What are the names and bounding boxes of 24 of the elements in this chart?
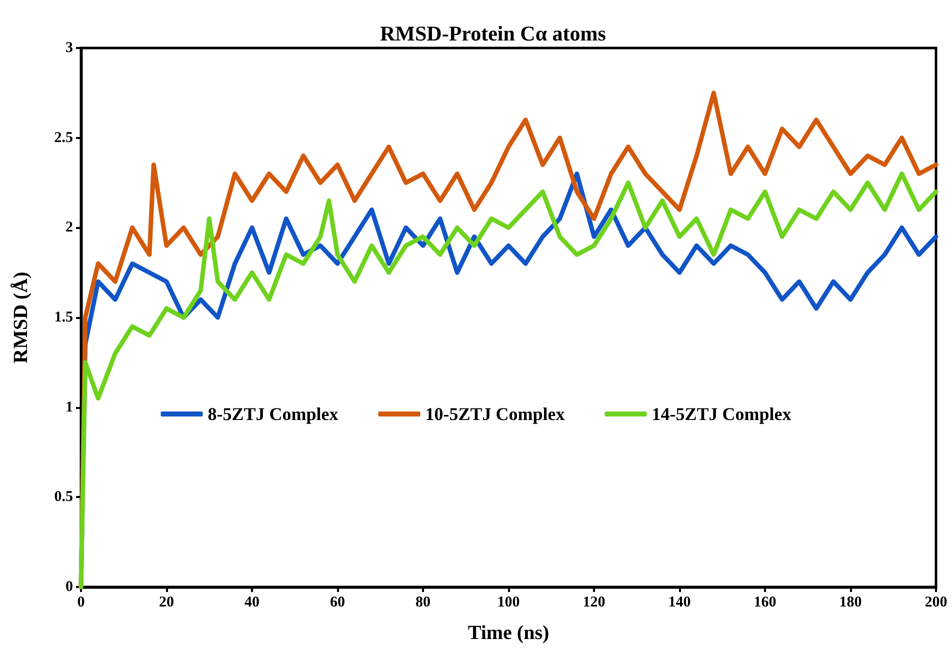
x-tick-label: 140: [668, 594, 691, 610]
y-tick-label: 0.5: [54, 489, 73, 506]
x-tick-label: 120: [582, 594, 606, 610]
y-tick-label: 0: [66, 579, 73, 595]
x-tick-label: 200: [924, 594, 948, 610]
x-tick-label: 60: [330, 594, 345, 610]
x-tick-label: 40: [244, 594, 260, 610]
y-tick-label: 2.5: [54, 130, 73, 146]
y-tick-label: 1: [66, 399, 73, 416]
x-tick-label: 160: [754, 594, 776, 610]
chart-title: RMSD-Protein Cα atoms: [380, 22, 606, 46]
y-tick-label: 1.5: [54, 310, 73, 326]
x-axis-title: Time (ns): [468, 622, 550, 644]
x-tick-label: 180: [839, 594, 862, 610]
legend-label: 10-5ZTJ Complex: [425, 404, 565, 424]
x-tick-label: 0: [77, 594, 85, 610]
y-axis-title: RMSD (Å): [10, 272, 32, 364]
legend-label: 14-5ZTJ Complex: [652, 404, 792, 424]
legend-label: 8-5ZTJ Complex: [208, 404, 338, 424]
y-tick-label: 3: [66, 40, 73, 56]
x-tick-label: 100: [497, 594, 520, 610]
y-tick-label: 2: [66, 220, 73, 236]
x-tick-label: 20: [159, 594, 174, 610]
x-tick-label: 80: [416, 594, 430, 610]
